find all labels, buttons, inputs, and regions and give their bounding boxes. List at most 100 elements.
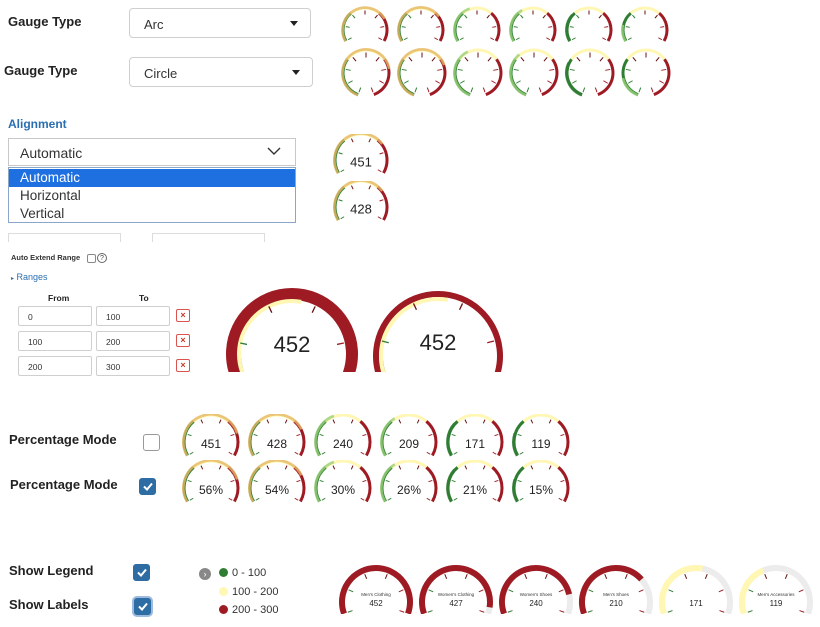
range-from-input[interactable]: 100 xyxy=(18,331,92,351)
gauge-type-select-arc[interactable]: Arc xyxy=(129,8,311,38)
gauge-type-value-2: Circle xyxy=(144,66,178,81)
ranges-toggle[interactable]: ▸ Ranges xyxy=(11,272,48,282)
percent-gauge: 54% xyxy=(248,460,306,503)
gauge-value: 240 xyxy=(529,599,543,608)
gauge-value: 30% xyxy=(331,483,355,497)
gauge-value: 452 xyxy=(369,599,383,608)
gauge-type-value: Arc xyxy=(144,17,164,32)
gauge-value: 451 xyxy=(201,437,221,451)
check-icon xyxy=(138,602,148,611)
legend-item-label: 0 - 100 xyxy=(232,567,267,579)
gauge-value: 56% xyxy=(199,483,223,497)
range-to-input[interactable]: 100 xyxy=(96,306,170,326)
percent-gauge: 26% xyxy=(380,460,438,503)
alignment-option-horizontal[interactable]: Horizontal xyxy=(20,188,81,203)
gauge-value: 15% xyxy=(529,483,553,497)
labeled-gauge: Women's Shoes 240 xyxy=(499,565,573,614)
delete-range-button[interactable]: × xyxy=(176,309,190,322)
ranges-to-header: To xyxy=(139,293,149,303)
value-gauge: 209 xyxy=(380,414,438,457)
show-legend-label: Show Legend xyxy=(9,563,94,578)
ranges-toggle-label: Ranges xyxy=(16,272,48,282)
range-from-input[interactable]: 0 xyxy=(18,306,92,326)
show-labels-checkbox[interactable] xyxy=(134,598,151,615)
alignment-select[interactable]: Automatic xyxy=(8,138,296,166)
percentage-mode-checkbox-checked[interactable] xyxy=(139,478,156,495)
legend-dot-icon xyxy=(219,587,228,596)
gauge-value: 26% xyxy=(397,483,421,497)
gauge-label: Men's Shoes xyxy=(603,592,630,597)
gauge-value: 428 xyxy=(350,201,372,216)
gauge-type-label: Gauge Type xyxy=(8,14,82,29)
small-gauge: 428 xyxy=(333,181,389,221)
percent-gauge: 56% xyxy=(182,460,240,503)
percentage-mode-checkbox[interactable] xyxy=(143,434,160,451)
alignment-option-automatic[interactable]: Automatic xyxy=(9,169,295,187)
gauge-label: Women's Shoes xyxy=(520,592,553,597)
arc-gauge-row xyxy=(340,4,676,44)
percentage-mode-label: Percentage Mode xyxy=(9,432,117,447)
value-gauge: 240 xyxy=(314,414,372,457)
delete-range-button[interactable]: × xyxy=(176,359,190,372)
gauge-type-select-circle[interactable]: Circle xyxy=(129,57,313,87)
gauge-value: 452 xyxy=(274,332,311,357)
arc-gauge xyxy=(565,6,613,42)
range-to-input[interactable]: 300 xyxy=(96,356,170,376)
help-icon[interactable]: ? xyxy=(97,253,107,263)
arc-gauge xyxy=(453,6,501,42)
gauge-value: 210 xyxy=(609,599,623,608)
check-icon xyxy=(143,482,153,491)
large-gauge: 452 xyxy=(226,288,358,372)
hidden-input[interactable] xyxy=(152,233,265,242)
show-labels-label: Show Labels xyxy=(9,597,89,612)
circle-gauge xyxy=(397,48,447,97)
gauge-label: Men's Accessories xyxy=(757,592,795,597)
value-gauge: 451 xyxy=(182,414,240,457)
gauge-type-label-2: Gauge Type xyxy=(4,63,78,78)
labeled-gauge: Men's Accessories 119 xyxy=(739,565,813,614)
small-gauge: 451 xyxy=(333,134,389,174)
arc-gauge xyxy=(621,6,669,42)
gauge-label: Women's Clothing xyxy=(438,592,475,597)
percent-gauge: 21% xyxy=(446,460,504,503)
labeled-gauge: Men's Shoes 210 xyxy=(579,565,653,614)
range-to-input[interactable]: 200 xyxy=(96,331,170,351)
gauge-value: 428 xyxy=(267,437,287,451)
small-gauge-wrap: 451 xyxy=(330,134,392,176)
circle-gauge xyxy=(621,48,671,97)
alignment-title: Alignment xyxy=(8,117,67,131)
alignment-option-vertical[interactable]: Vertical xyxy=(20,206,65,221)
gauge-label: Men's Clothing xyxy=(361,592,391,597)
gauge-value: 451 xyxy=(350,154,372,169)
legend-item: 200 - 300 xyxy=(219,604,278,616)
labeled-gauge: Women's Clothing 427 xyxy=(419,565,493,614)
arc-gauge xyxy=(341,6,389,42)
legend-dot-icon xyxy=(219,605,228,614)
show-legend-checkbox[interactable] xyxy=(133,564,150,581)
value-gauge-row: 451 428 240 209 171 119 xyxy=(180,414,576,458)
auto-extend-label: Auto Extend Range xyxy=(11,253,81,262)
large-gauges: 452 452 xyxy=(224,280,508,372)
chevron-down-icon xyxy=(292,70,300,75)
check-icon xyxy=(137,568,147,577)
delete-range-button[interactable]: × xyxy=(176,334,190,347)
labeled-gauge-row: Men's Clothing 452 Women's Clothing 427 Wome… xyxy=(338,562,818,614)
gauge-value: 452 xyxy=(420,330,457,355)
value-gauge: 428 xyxy=(248,414,306,457)
hidden-input[interactable] xyxy=(8,233,121,242)
circle-gauge xyxy=(509,48,559,97)
gauge-value: 119 xyxy=(770,599,783,608)
arc-gauge xyxy=(509,6,557,42)
chevron-down-icon xyxy=(267,147,281,155)
auto-extend-checkbox[interactable] xyxy=(87,254,96,263)
percent-gauge: 30% xyxy=(314,460,372,503)
percent-gauge: 15% xyxy=(512,460,570,503)
legend-collapse-icon[interactable]: › xyxy=(199,568,211,580)
gauge-value: 240 xyxy=(333,437,353,451)
circle-gauge xyxy=(341,48,391,97)
gauge-value: 209 xyxy=(399,437,419,451)
labeled-gauge: 171 xyxy=(659,565,733,614)
range-from-input[interactable]: 200 xyxy=(18,356,92,376)
legend-item-label: 100 - 200 xyxy=(232,586,279,598)
gauge-value: 54% xyxy=(265,483,289,497)
